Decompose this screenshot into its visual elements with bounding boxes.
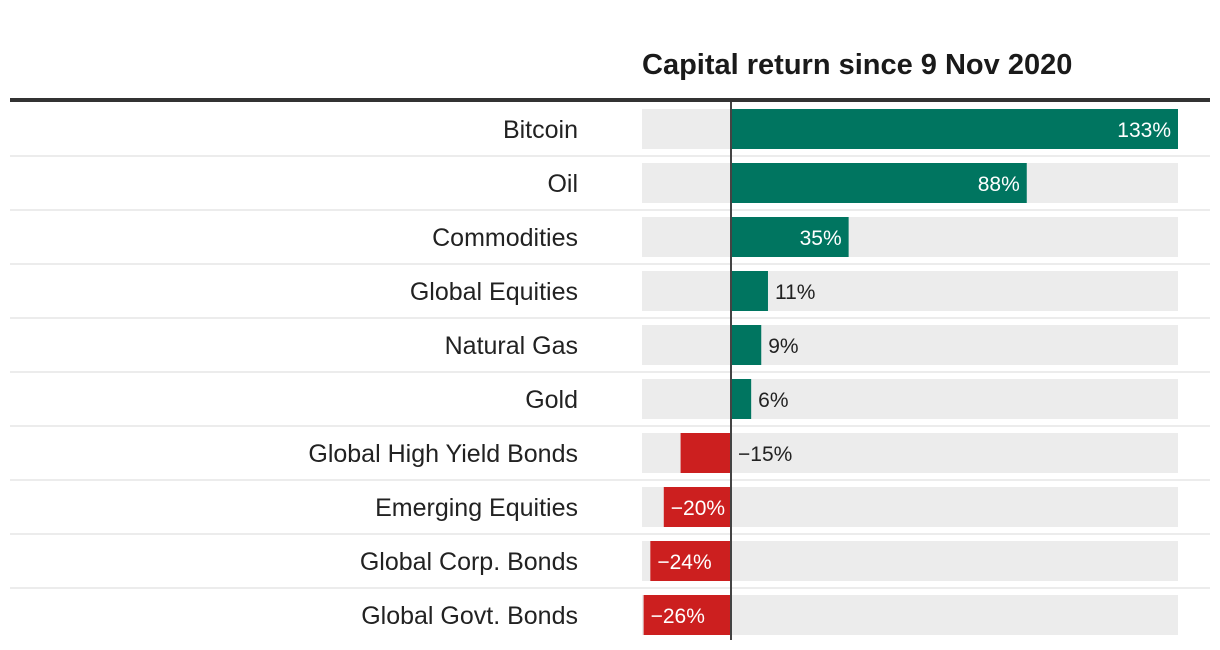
bar-track (642, 271, 1178, 311)
header-rule (10, 98, 1210, 102)
value-label-global-govt-bonds: −26% (651, 605, 705, 628)
bar-emerging-equities (663, 487, 731, 527)
bar-track (642, 217, 1178, 257)
chart-title: Capital return since 9 Nov 2020 (642, 49, 1072, 81)
value-label-gold: 6% (758, 389, 788, 412)
bar-global-govt-bonds (643, 595, 731, 635)
category-label-natural-gas: Natural Gas (445, 332, 578, 360)
category-label-global-high-yield-bonds: Global High Yield Bonds (308, 440, 578, 468)
bar-global-high-yield-bonds (680, 433, 731, 473)
bar-oil (731, 163, 1027, 203)
bar-global-corp-bonds (650, 541, 731, 581)
value-label-oil: 88% (978, 173, 1020, 196)
value-label-global-corp-bonds: −24% (657, 551, 711, 574)
category-label-global-corp-bonds: Global Corp. Bonds (360, 548, 578, 576)
value-label-commodities: 35% (800, 227, 842, 250)
chart-rows: Bitcoin 133% Oil 88% Commodities 35% Global Eq… (10, 109, 1210, 635)
category-label-emerging-equities: Emerging Equities (375, 494, 578, 522)
value-label-global-high-yield-bonds: −15% (738, 443, 792, 466)
category-label-commodities: Commodities (432, 224, 578, 252)
bar-track (642, 379, 1178, 419)
bar-gold (731, 379, 752, 419)
bar-commodities (731, 217, 849, 257)
bar-track (642, 325, 1178, 365)
category-label-global-equities: Global Equities (410, 278, 578, 306)
bar-bitcoin (731, 109, 1178, 149)
value-label-natural-gas: 9% (768, 335, 798, 358)
value-label-emerging-equities: −20% (671, 497, 725, 520)
category-label-gold: Gold (525, 386, 578, 414)
category-label-bitcoin: Bitcoin (503, 116, 578, 144)
value-label-global-equities: 11% (775, 281, 815, 304)
category-label-global-govt-bonds: Global Govt. Bonds (361, 602, 578, 630)
bar-global-equities (731, 271, 768, 311)
category-label-oil: Oil (547, 170, 578, 198)
value-label-bitcoin: 133% (1117, 119, 1171, 142)
bar-natural-gas (731, 325, 762, 365)
